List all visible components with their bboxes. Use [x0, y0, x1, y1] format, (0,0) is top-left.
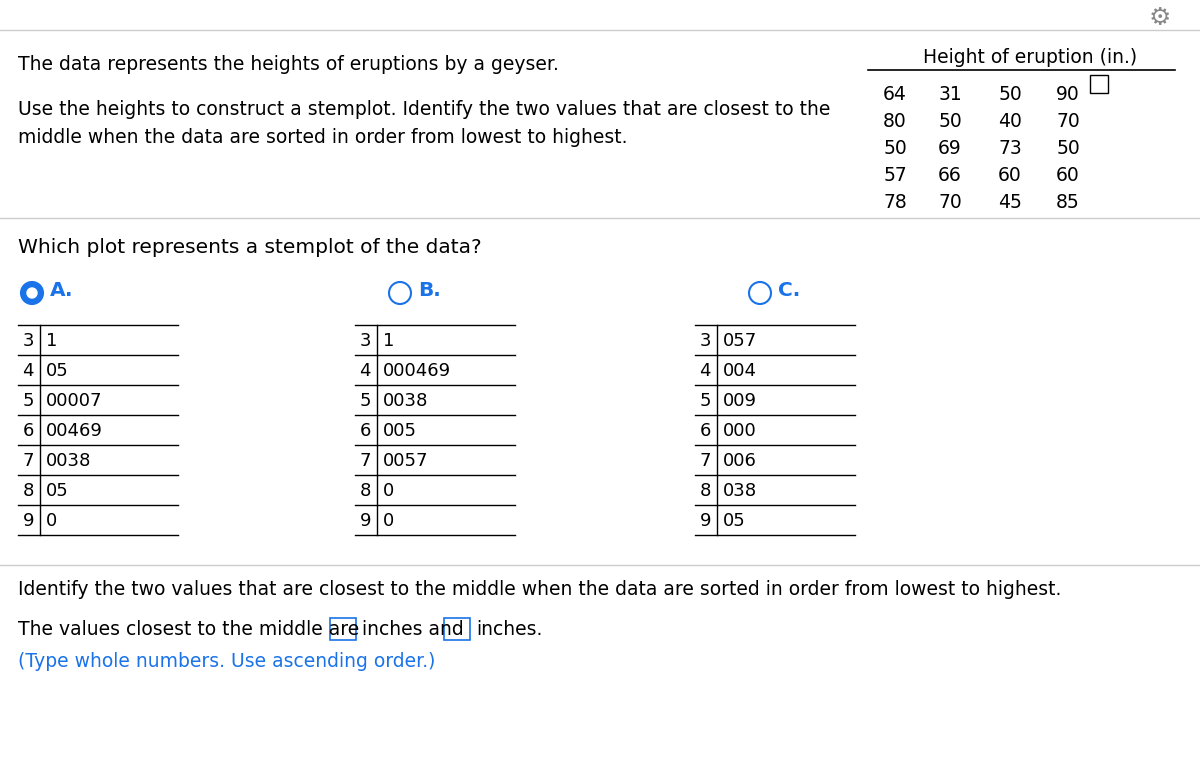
Text: 3: 3 — [23, 332, 34, 350]
Text: 1: 1 — [383, 332, 395, 350]
Text: 85: 85 — [1056, 193, 1080, 212]
Text: 45: 45 — [998, 193, 1022, 212]
Text: 7: 7 — [23, 452, 34, 470]
Circle shape — [28, 288, 37, 298]
Text: 73: 73 — [998, 139, 1022, 158]
Text: B.: B. — [418, 281, 440, 300]
Text: 6: 6 — [360, 422, 371, 440]
Text: 40: 40 — [998, 112, 1022, 131]
Text: 5: 5 — [360, 392, 371, 410]
Text: 05: 05 — [722, 512, 745, 530]
Text: 9: 9 — [23, 512, 34, 530]
Text: 80: 80 — [883, 112, 907, 131]
Text: 1: 1 — [46, 332, 58, 350]
Text: 3: 3 — [700, 332, 710, 350]
Text: 6: 6 — [700, 422, 710, 440]
Bar — [330, 618, 356, 640]
Text: 60: 60 — [1056, 166, 1080, 185]
Text: 000469: 000469 — [383, 362, 451, 380]
Text: 9: 9 — [360, 512, 371, 530]
Text: The data represents the heights of eruptions by a geyser.: The data represents the heights of erupt… — [18, 55, 559, 74]
Text: C.: C. — [778, 281, 800, 300]
Text: Height of eruption (in.): Height of eruption (in.) — [923, 48, 1138, 67]
Text: 7: 7 — [360, 452, 371, 470]
Text: 006: 006 — [722, 452, 757, 470]
Text: 00469: 00469 — [46, 422, 103, 440]
Text: 057: 057 — [722, 332, 757, 350]
Text: 038: 038 — [722, 482, 757, 500]
Bar — [444, 618, 470, 640]
Text: 90: 90 — [1056, 85, 1080, 104]
Text: ⚙: ⚙ — [1148, 6, 1171, 30]
Text: 4: 4 — [700, 362, 710, 380]
Text: 5: 5 — [23, 392, 34, 410]
Text: 66: 66 — [938, 166, 962, 185]
Text: inches and: inches and — [362, 620, 463, 639]
Text: (Type whole numbers. Use ascending order.): (Type whole numbers. Use ascending order… — [18, 652, 436, 671]
Text: 50: 50 — [998, 85, 1022, 104]
Text: A.: A. — [50, 281, 73, 300]
Text: Identify the two values that are closest to the middle when the data are sorted : Identify the two values that are closest… — [18, 580, 1061, 599]
Text: 60: 60 — [998, 166, 1022, 185]
Bar — [1090, 75, 1108, 93]
Text: 6: 6 — [23, 422, 34, 440]
Text: 0: 0 — [383, 482, 395, 500]
Text: 9: 9 — [700, 512, 710, 530]
Text: middle when the data are sorted in order from lowest to highest.: middle when the data are sorted in order… — [18, 128, 628, 147]
Text: 70: 70 — [938, 193, 962, 212]
Text: 00007: 00007 — [46, 392, 102, 410]
Text: 0038: 0038 — [46, 452, 91, 470]
Text: 69: 69 — [938, 139, 962, 158]
Text: inches.: inches. — [476, 620, 542, 639]
Text: 05: 05 — [46, 362, 68, 380]
Circle shape — [749, 282, 772, 304]
Text: 70: 70 — [1056, 112, 1080, 131]
Text: 000: 000 — [722, 422, 757, 440]
Text: 0038: 0038 — [383, 392, 428, 410]
Text: 8: 8 — [700, 482, 710, 500]
Text: Use the heights to construct a stemplot. Identify the two values that are closes: Use the heights to construct a stemplot.… — [18, 100, 830, 119]
Text: 7: 7 — [700, 452, 710, 470]
Text: 57: 57 — [883, 166, 907, 185]
Circle shape — [22, 282, 43, 304]
Text: 05: 05 — [46, 482, 68, 500]
Text: The values closest to the middle are: The values closest to the middle are — [18, 620, 359, 639]
Text: 4: 4 — [23, 362, 34, 380]
Text: 64: 64 — [883, 85, 907, 104]
Text: 004: 004 — [722, 362, 757, 380]
Text: 3: 3 — [360, 332, 371, 350]
Text: 78: 78 — [883, 193, 907, 212]
Circle shape — [389, 282, 410, 304]
Text: 50: 50 — [883, 139, 907, 158]
Text: 4: 4 — [360, 362, 371, 380]
Text: 009: 009 — [722, 392, 757, 410]
Text: 0: 0 — [46, 512, 58, 530]
Text: Which plot represents a stemplot of the data?: Which plot represents a stemplot of the … — [18, 238, 481, 257]
Text: 50: 50 — [938, 112, 962, 131]
Text: 8: 8 — [360, 482, 371, 500]
Text: 005: 005 — [383, 422, 418, 440]
Text: 8: 8 — [23, 482, 34, 500]
Text: 31: 31 — [938, 85, 962, 104]
Text: 0: 0 — [383, 512, 395, 530]
Text: 50: 50 — [1056, 139, 1080, 158]
Text: 0057: 0057 — [383, 452, 428, 470]
Text: 5: 5 — [700, 392, 710, 410]
